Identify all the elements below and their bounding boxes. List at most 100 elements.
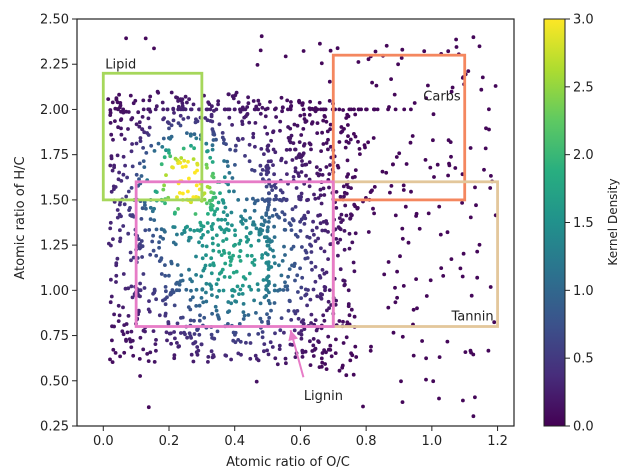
data-point xyxy=(180,104,185,109)
data-point xyxy=(154,190,159,195)
data-point xyxy=(316,339,320,344)
data-point xyxy=(197,318,202,323)
data-point xyxy=(210,174,215,178)
data-point xyxy=(207,198,212,203)
data-point xyxy=(279,158,283,163)
data-point xyxy=(186,115,191,120)
data-point xyxy=(205,149,209,154)
data-point xyxy=(191,195,196,200)
data-point xyxy=(153,342,158,346)
data-point xyxy=(265,275,269,280)
data-point xyxy=(339,125,344,129)
data-point xyxy=(233,163,237,167)
data-point xyxy=(199,296,204,300)
data-point xyxy=(164,330,169,335)
data-point xyxy=(285,287,290,292)
data-point xyxy=(488,186,493,190)
data-point xyxy=(225,213,230,218)
data-point xyxy=(487,127,491,132)
data-point xyxy=(322,271,327,276)
data-point xyxy=(296,316,301,321)
data-point xyxy=(113,351,118,355)
data-point xyxy=(483,146,488,151)
data-point xyxy=(336,165,341,170)
data-point xyxy=(237,322,242,326)
data-point xyxy=(122,202,127,207)
data-point xyxy=(257,102,262,107)
data-point xyxy=(338,237,343,242)
data-point xyxy=(168,136,173,141)
data-point xyxy=(178,113,183,118)
data-point xyxy=(152,149,157,153)
data-point xyxy=(242,313,247,318)
data-point xyxy=(170,288,175,292)
data-point xyxy=(121,332,126,337)
data-point xyxy=(216,102,221,107)
data-point xyxy=(316,213,320,218)
data-point xyxy=(247,159,252,164)
data-point xyxy=(292,309,297,313)
data-point xyxy=(373,49,378,54)
data-point xyxy=(272,283,277,288)
y-tick-label: 0.50 xyxy=(40,374,69,389)
data-point xyxy=(283,356,288,361)
data-point xyxy=(188,298,193,302)
data-point xyxy=(169,259,174,264)
data-point xyxy=(297,331,301,336)
data-point xyxy=(223,261,228,266)
data-point xyxy=(141,272,146,276)
data-point xyxy=(274,194,278,198)
data-point xyxy=(340,363,345,368)
data-point xyxy=(328,242,333,247)
data-point xyxy=(252,258,257,262)
data-point xyxy=(437,204,442,209)
data-point xyxy=(356,60,361,64)
data-point xyxy=(396,62,400,67)
data-point xyxy=(484,126,488,131)
data-point xyxy=(303,349,308,354)
data-point xyxy=(258,163,263,168)
data-point xyxy=(185,100,189,105)
data-point xyxy=(191,102,196,107)
data-point xyxy=(244,226,249,230)
data-point xyxy=(263,251,268,256)
data-point xyxy=(238,238,243,243)
data-point xyxy=(395,269,399,274)
data-point xyxy=(468,146,473,150)
data-point xyxy=(260,197,265,202)
data-point xyxy=(232,243,236,248)
data-point xyxy=(300,348,305,353)
data-point xyxy=(262,349,266,354)
data-point xyxy=(265,239,269,244)
data-point xyxy=(305,198,309,203)
data-point xyxy=(238,259,243,263)
data-point xyxy=(319,201,324,206)
data-point xyxy=(415,306,419,311)
data-point xyxy=(437,396,441,401)
data-point xyxy=(243,208,248,213)
data-point xyxy=(299,320,304,324)
data-point xyxy=(126,127,130,131)
data-point xyxy=(206,230,210,234)
data-point xyxy=(229,357,234,362)
data-point xyxy=(301,107,306,112)
data-point xyxy=(241,302,246,306)
data-point xyxy=(258,48,263,53)
data-point xyxy=(136,308,141,313)
data-point xyxy=(351,372,356,377)
data-point xyxy=(188,227,193,232)
data-point xyxy=(260,253,265,257)
data-point xyxy=(318,168,323,172)
data-point xyxy=(130,142,135,146)
data-point xyxy=(194,273,199,277)
data-point xyxy=(195,162,200,167)
data-point xyxy=(309,250,314,254)
data-point xyxy=(160,100,165,105)
data-point xyxy=(299,296,303,300)
data-point xyxy=(458,266,463,271)
data-point xyxy=(292,122,297,127)
data-point xyxy=(252,107,257,112)
data-point xyxy=(161,117,166,122)
data-point xyxy=(299,285,304,290)
data-point xyxy=(199,235,204,240)
